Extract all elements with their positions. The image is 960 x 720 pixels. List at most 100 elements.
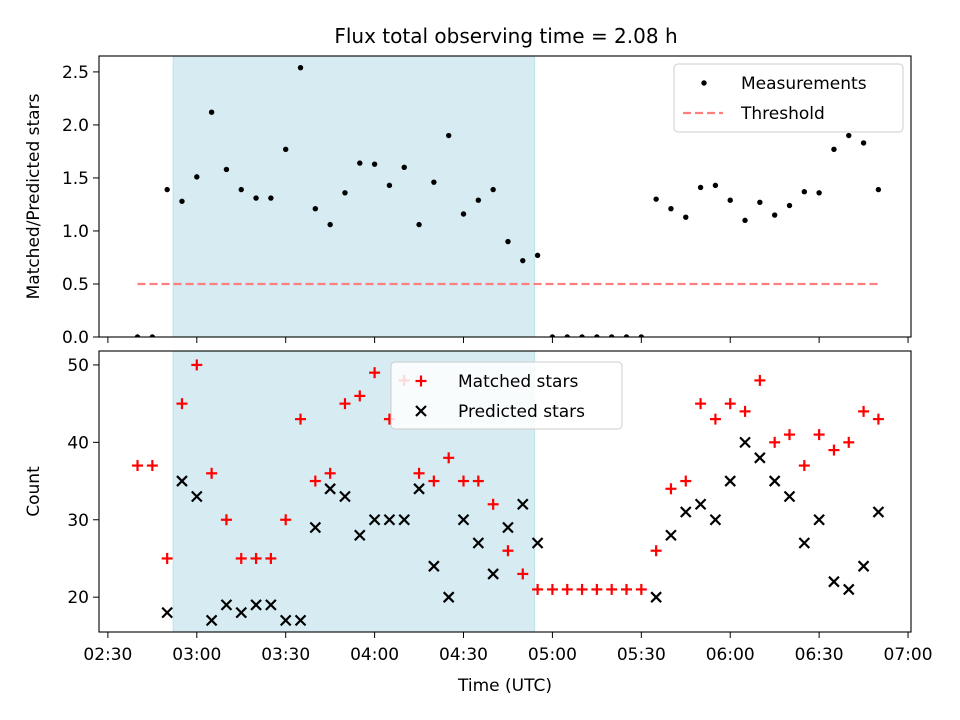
predicted-star-marker <box>872 506 885 518</box>
predicted-star-marker <box>531 537 544 549</box>
matched-star-marker <box>769 436 781 448</box>
predicted-star-marker <box>813 513 825 526</box>
y-tick-label: 1.0 <box>62 222 89 242</box>
x-stroke-b <box>324 483 336 495</box>
predicted-star-marker <box>442 591 455 603</box>
axes-frame <box>98 350 912 633</box>
measurement-point <box>638 334 645 337</box>
predicted-star-marker <box>842 583 855 596</box>
count-panel: 20 30 40 50 02:30 03:00 03:30 04:00 04:30 05:00 05… <box>24 350 933 696</box>
x-stroke-b <box>724 475 737 487</box>
x-tick-label: 06:00 <box>706 645 755 665</box>
x-stroke-b <box>709 513 722 526</box>
x-tick-label: 07:00 <box>884 645 933 665</box>
predicted-star-marker <box>650 591 662 603</box>
matched-star-marker <box>754 374 766 386</box>
predicted-star-marker <box>828 575 840 588</box>
matched-star-marker <box>635 583 647 595</box>
shaded-region <box>172 55 536 338</box>
predicted-star-marker <box>428 560 440 572</box>
matched-star-marker <box>621 583 633 595</box>
data-marks <box>132 359 885 627</box>
matched-star-marker <box>502 545 514 557</box>
x-stroke-b <box>502 521 514 534</box>
measurement-point <box>875 186 882 193</box>
x-stroke-b <box>679 506 692 518</box>
measurement-point <box>505 238 511 245</box>
matched-star-marker <box>309 475 321 487</box>
measurement-point <box>431 179 437 185</box>
measurement-point <box>238 186 244 193</box>
matched-star-marker <box>369 367 381 379</box>
x-stroke-b <box>768 475 781 487</box>
matched-star-marker <box>650 545 662 557</box>
predicted-star-marker <box>368 513 381 526</box>
matched-star-marker <box>783 429 795 441</box>
x-tick-label: 02:30 <box>83 645 132 665</box>
x-stroke-b <box>398 513 411 526</box>
measurement-point <box>534 252 541 259</box>
predicted-star-marker <box>220 599 233 611</box>
predicted-star-marker <box>205 614 218 627</box>
measurement-point <box>608 334 615 337</box>
matched-star-marker <box>517 568 529 580</box>
predicted-star-marker <box>724 475 737 487</box>
measurement-point <box>683 214 689 220</box>
chart-title: Flux total observing time = 2.08 h <box>334 24 677 48</box>
measurement-point <box>445 132 452 139</box>
ratio-panel: 0.0 0.5 1.0 1.5 2.0 2.5 Matched/Predicted star… <box>24 55 912 348</box>
measurement-point <box>490 186 496 193</box>
predicted-star-marker <box>502 521 514 534</box>
legend-entry-measurements: Measurements <box>701 74 867 94</box>
legend-entry-threshold: Threshold <box>683 104 825 124</box>
x-stroke-b <box>828 575 840 588</box>
predicted-star-marker <box>768 475 781 487</box>
measurement-point <box>564 334 570 337</box>
matched-star-marker <box>413 467 425 479</box>
x-stroke-b <box>220 599 233 611</box>
predicted-star-marker <box>383 513 396 526</box>
measurement-point <box>179 198 185 204</box>
matched-star-marker <box>295 413 307 425</box>
predicted-star-marker <box>354 529 366 542</box>
matched-star-marker <box>220 514 232 526</box>
x-stroke-b <box>176 475 188 487</box>
matched-star-marker <box>339 398 351 410</box>
matched-star-marker <box>176 398 188 410</box>
measurement-point <box>623 334 630 337</box>
x-stroke-b <box>354 529 366 542</box>
measurement-point <box>357 160 363 166</box>
x-stroke-b <box>665 529 677 542</box>
matched-star-marker <box>798 460 810 472</box>
matched-star-marker <box>161 552 173 564</box>
predicted-star-marker <box>324 483 336 495</box>
matched-star-marker <box>546 583 558 595</box>
legend-x-b <box>415 405 427 417</box>
x-tick-label: 03:00 <box>172 645 221 665</box>
x-stroke-b <box>798 537 811 549</box>
x-stroke-b <box>294 614 307 627</box>
x-stroke-b <box>383 513 396 526</box>
predicted-star-marker <box>665 529 677 542</box>
matched-star-marker <box>724 398 736 410</box>
y-tick-label: 30 <box>67 511 89 531</box>
y-axis-label: Count <box>24 466 44 517</box>
legend-entry-matched-stars: Matched stars <box>415 372 578 392</box>
measurement-point <box>327 221 333 228</box>
x-stroke-b <box>857 560 870 572</box>
x-stroke-b <box>413 483 425 495</box>
matched-star-marker <box>324 467 336 479</box>
x-stroke-b <box>205 614 218 627</box>
y-axis-label: Matched/Predicted stars <box>24 93 44 299</box>
measurement-point <box>816 190 822 196</box>
predicted-star-marker <box>857 560 870 572</box>
y-tick-label: 40 <box>67 433 89 453</box>
matched-star-marker <box>872 413 884 425</box>
matched-star-marker <box>858 405 870 417</box>
predicted-star-marker <box>457 513 470 526</box>
matched-star-marker <box>146 460 158 472</box>
data-marks <box>134 64 882 337</box>
legend-box <box>390 361 623 430</box>
measurement-point <box>712 182 719 189</box>
